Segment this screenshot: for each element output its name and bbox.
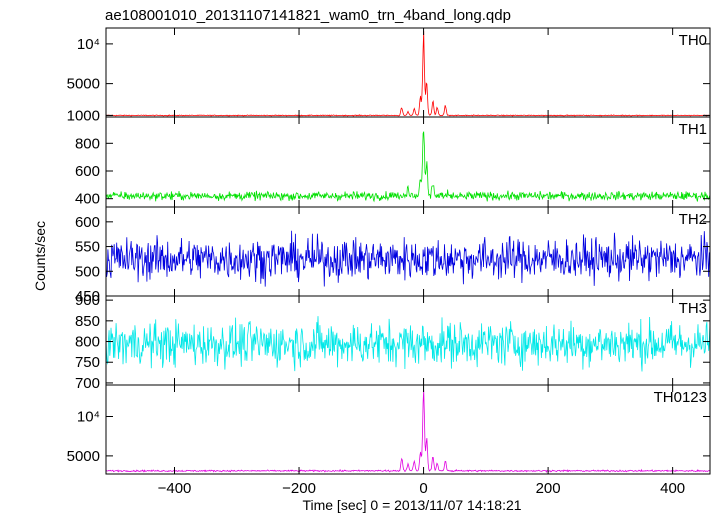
y-tick-label: 800	[75, 135, 100, 152]
chart-title: ae108001010_20131107141821_wam0_trn_4ban…	[105, 7, 511, 24]
x-tick-label: 0	[419, 480, 427, 497]
y-tick-label: 500	[75, 263, 100, 280]
y-tick-label: 800	[75, 334, 100, 351]
x-tick-label: 200	[536, 480, 561, 497]
panel-label-th0: TH0	[679, 32, 707, 49]
x-axis-label: Time [sec] 0 = 2013/11/07 14:18:21	[302, 497, 521, 513]
y-tick-label: 10⁴	[77, 409, 100, 426]
y-tick-label: 1000	[67, 107, 100, 124]
x-tick-label: −400	[158, 480, 192, 497]
series-line-th3	[105, 316, 711, 372]
series-line-th2	[105, 230, 711, 287]
y-tick-label: 10⁴	[77, 36, 100, 53]
series-line-th1	[105, 131, 711, 203]
y-tick-label: 400	[75, 191, 100, 208]
y-tick-label: 750	[75, 354, 100, 371]
panels: 1000 5000 10⁴ TH0 400 600 800 TH1 450 500 550 600 TH…	[67, 27, 711, 497]
panel-label-th0123: TH0123	[654, 389, 707, 406]
panel-label-th3: TH3	[679, 300, 707, 317]
series-line-th0	[105, 30, 711, 117]
y-tick-label: 450	[75, 288, 100, 305]
y-tick-label: 900	[75, 292, 100, 309]
panel-frame-th2	[105, 206, 711, 297]
x-tick-label: −200	[282, 480, 316, 497]
y-axis-label: Counts/sec	[32, 221, 48, 291]
y-tick-label: 550	[75, 239, 100, 256]
y-tick-label: 5000	[67, 448, 100, 465]
y-tick-label: 600	[75, 214, 100, 231]
panel-label-th2: TH2	[679, 211, 707, 228]
y-tick-label: 700	[75, 375, 100, 392]
series-line-th0123	[105, 389, 711, 473]
panel-frame-th0	[105, 27, 711, 118]
y-tick-label: 600	[75, 163, 100, 180]
panel-frame-th0123	[105, 384, 711, 475]
y-tick-label: 5000	[67, 76, 100, 93]
panel-label-th1: TH1	[679, 121, 707, 138]
x-tick-label: 400	[660, 480, 685, 497]
y-tick-label: 850	[75, 313, 100, 330]
